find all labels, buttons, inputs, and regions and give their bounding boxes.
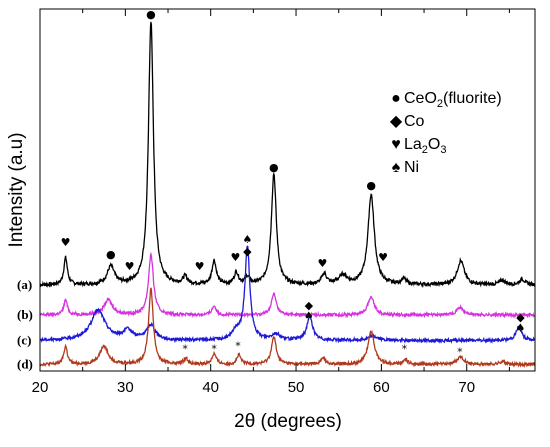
- peak-marker: ♥: [61, 236, 71, 249]
- y-axis-title: Intensity (a.u): [6, 132, 27, 247]
- peak-marker: ●: [366, 179, 376, 192]
- legend-entry: CeO2(fluorite): [404, 90, 502, 110]
- peak-marker: ●: [269, 161, 279, 174]
- peak-marker: ◆: [243, 245, 252, 258]
- peak-marker: ♥: [231, 251, 241, 264]
- series-line-3: [39, 245, 536, 344]
- peak-marker: *: [402, 343, 408, 356]
- peak-marker: ♥: [125, 260, 135, 273]
- peak-marker: ♠: [242, 233, 252, 246]
- peak-marker: ◆: [305, 299, 314, 312]
- annotation-layer: ♥●♥●♥♥♠◆●♥●♥◆♠ ◆♠* * * * *: [61, 8, 526, 359]
- peak-marker: ♥: [378, 251, 388, 264]
- series-line-2: [39, 251, 536, 319]
- plot-frame: [39, 8, 536, 372]
- x-tick-label: 70: [458, 379, 475, 396]
- peak-marker: ◆: [516, 311, 525, 324]
- legend: ● CeO2(fluorite)◆ Co♥ La2O3♠ Ni: [390, 90, 502, 176]
- x-tick-label: 60: [373, 379, 390, 396]
- legend-symbol: ♥: [391, 136, 401, 153]
- peak-marker: ♠: [516, 322, 526, 335]
- legend-symbol: ◆: [390, 113, 403, 130]
- legend-entry: La2O3: [404, 136, 447, 156]
- legend-entry: Co: [404, 113, 425, 130]
- x-tick-label: 30: [117, 379, 134, 396]
- legend-entry: Ni: [404, 159, 419, 176]
- series-label: (c): [17, 333, 31, 348]
- series-line-1: [39, 21, 536, 289]
- legend-symbol: ♠: [392, 159, 401, 176]
- peak-marker: *: [211, 343, 217, 356]
- label-layer: (a) (b) (c) (d): [17, 277, 33, 372]
- series-label: (d): [17, 357, 33, 372]
- peak-marker: ●: [106, 248, 116, 261]
- x-tick-label: 50: [288, 379, 305, 396]
- peak-marker: *: [457, 346, 463, 359]
- x-axis-title: 2θ (degrees): [234, 411, 342, 432]
- peak-marker: *: [182, 343, 188, 356]
- peak-marker: ♠: [304, 310, 314, 323]
- peak-marker: ●: [146, 8, 156, 21]
- series-label: (b): [17, 307, 33, 322]
- tick-layer: 20 30 40 50 60 70: [32, 9, 510, 396]
- peak-marker: ♥: [318, 257, 328, 270]
- series-label: (a): [17, 277, 32, 292]
- series-layer: [39, 21, 536, 369]
- peak-marker: ♥: [195, 260, 205, 273]
- x-tick-label: 40: [202, 379, 219, 396]
- series-line-4: [39, 287, 536, 369]
- x-tick-label: 20: [32, 379, 49, 396]
- legend-symbol: ●: [391, 90, 401, 107]
- peak-marker: *: [235, 340, 241, 353]
